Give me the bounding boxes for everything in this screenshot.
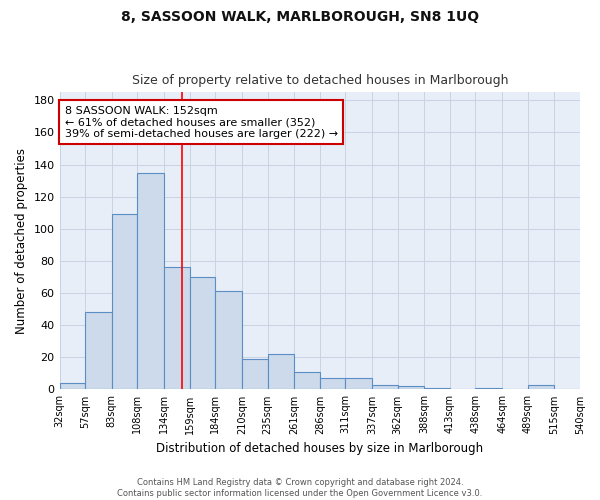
Title: Size of property relative to detached houses in Marlborough: Size of property relative to detached ho… xyxy=(131,74,508,87)
Bar xyxy=(268,354,294,390)
Bar xyxy=(346,378,372,390)
Bar xyxy=(59,383,85,390)
Bar xyxy=(190,277,215,390)
Bar xyxy=(137,172,164,390)
X-axis label: Distribution of detached houses by size in Marlborough: Distribution of detached houses by size … xyxy=(156,442,484,455)
Bar xyxy=(85,312,112,390)
Bar xyxy=(294,372,320,390)
Bar xyxy=(164,268,190,390)
Text: 8, SASSOON WALK, MARLBOROUGH, SN8 1UQ: 8, SASSOON WALK, MARLBOROUGH, SN8 1UQ xyxy=(121,10,479,24)
Bar xyxy=(112,214,137,390)
Text: 8 SASSOON WALK: 152sqm
← 61% of detached houses are smaller (352)
39% of semi-de: 8 SASSOON WALK: 152sqm ← 61% of detached… xyxy=(65,106,338,139)
Y-axis label: Number of detached properties: Number of detached properties xyxy=(15,148,28,334)
Bar xyxy=(475,388,502,390)
Text: Contains HM Land Registry data © Crown copyright and database right 2024.
Contai: Contains HM Land Registry data © Crown c… xyxy=(118,478,482,498)
Bar xyxy=(215,292,242,390)
Bar xyxy=(372,384,398,390)
Bar xyxy=(424,388,450,390)
Bar xyxy=(320,378,346,390)
Bar xyxy=(242,359,268,390)
Bar xyxy=(528,384,554,390)
Bar xyxy=(398,386,424,390)
